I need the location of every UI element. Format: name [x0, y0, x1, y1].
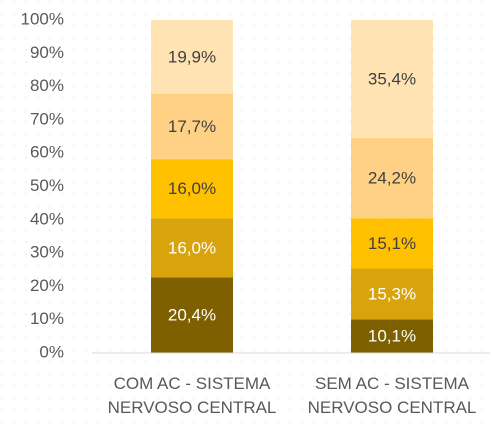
data-label: 24,2%	[368, 169, 416, 188]
data-label: 35,4%	[368, 69, 416, 88]
bar-segment	[351, 268, 433, 320]
data-label: 16,0%	[168, 238, 216, 257]
bar-segment	[151, 159, 233, 219]
y-tick-label: 40%	[30, 209, 64, 228]
data-label: 16,0%	[168, 179, 216, 198]
data-label: 15,1%	[368, 234, 416, 253]
y-tick-label: 70%	[30, 109, 64, 128]
data-label: 20,4%	[168, 306, 216, 325]
bar-segment	[351, 319, 433, 353]
bar-segment	[351, 218, 433, 269]
y-tick-label: 0%	[39, 342, 64, 361]
x-tick-label: COM AC - SISTEMA NERVOSO CENTRAL	[107, 374, 277, 417]
bar-segment	[151, 93, 233, 160]
y-tick-label: 60%	[30, 143, 64, 162]
bar-segment	[351, 137, 433, 219]
bar-segment	[151, 277, 233, 353]
data-label: 15,3%	[368, 284, 416, 303]
bar-segment	[151, 218, 233, 278]
data-label: 10,1%	[368, 327, 416, 346]
y-tick-label: 10%	[30, 309, 64, 328]
bar-segment	[351, 20, 433, 138]
x-tick-label: SEM AC - SISTEMA NERVOSO CENTRAL	[307, 374, 477, 417]
y-tick-label: 90%	[30, 43, 64, 62]
bar-segment	[151, 20, 233, 94]
y-tick-label: 20%	[30, 276, 64, 295]
data-label: 17,7%	[168, 117, 216, 136]
y-tick-label: 80%	[30, 76, 64, 95]
y-tick-label: 50%	[30, 176, 64, 195]
y-tick-label: 100%	[21, 9, 64, 28]
data-label: 19,9%	[168, 47, 216, 66]
y-tick-label: 30%	[30, 243, 64, 262]
